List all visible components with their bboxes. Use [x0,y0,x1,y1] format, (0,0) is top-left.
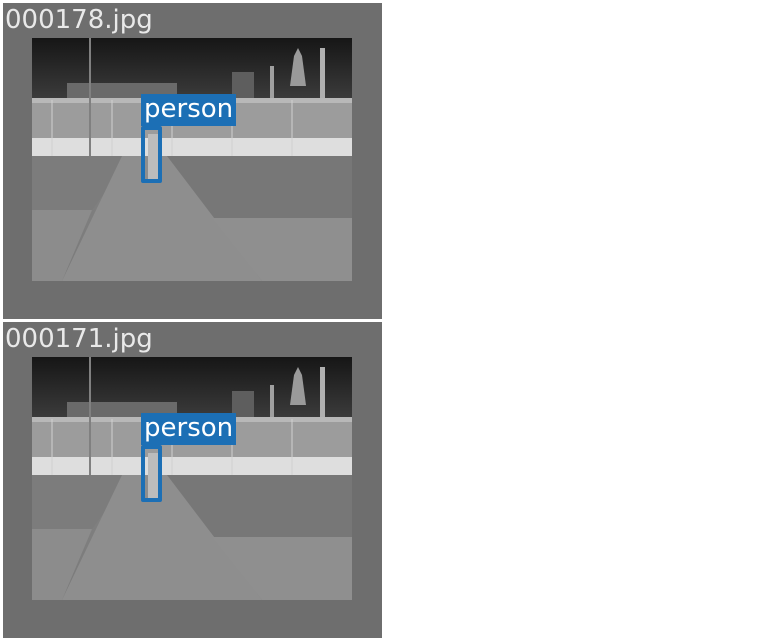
detection-label: person [141,413,237,445]
image-tile-1[interactable]: 000178.jpg [3,3,382,319]
detection-label: person [141,94,237,126]
image-tile-2[interactable]: 000171.jpg [3,322,382,638]
thermal-scene-graphic [32,38,352,281]
image-filename: 000178.jpg [5,5,153,35]
thermal-image: person [32,38,352,281]
detection-bounding-box [141,126,162,183]
detection-bounding-box [141,445,162,502]
image-filename: 000171.jpg [5,324,153,354]
thermal-image: person [32,357,352,600]
thermal-scene-graphic [32,357,352,600]
